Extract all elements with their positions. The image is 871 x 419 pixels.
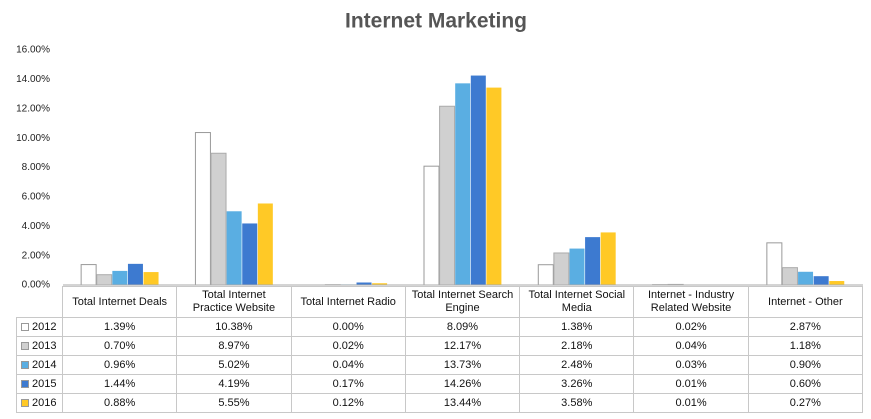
table-cell: 0.04% xyxy=(633,336,749,356)
bar xyxy=(372,283,388,285)
y-tick-label: 6.00% xyxy=(22,192,50,203)
bar xyxy=(439,105,456,286)
table-cell: 1.38% xyxy=(519,317,635,337)
table-cell: 5.55% xyxy=(176,393,292,413)
y-tick-label: 4.00% xyxy=(22,221,50,232)
legend-label: 2013 xyxy=(32,339,57,352)
bar xyxy=(226,211,242,285)
table-cell: 1.18% xyxy=(747,336,863,356)
table-cell: 0.60% xyxy=(747,374,863,394)
table-cell: 0.04% xyxy=(290,355,406,375)
bar xyxy=(798,271,814,285)
y-tick-label: 12.00% xyxy=(16,103,50,114)
legend-label: 2012 xyxy=(32,320,57,333)
table-cell: 8.09% xyxy=(404,317,521,337)
legend-label: 2015 xyxy=(32,377,57,390)
bar xyxy=(766,242,783,286)
bar xyxy=(829,281,845,285)
bar xyxy=(127,263,143,285)
table-cell: 13.44% xyxy=(404,393,521,413)
legend-entry: 2012 xyxy=(16,317,63,337)
table-header: Total Internet Search Engine xyxy=(404,286,521,318)
table-cell: 0.03% xyxy=(633,355,749,375)
bar xyxy=(210,152,227,286)
bar xyxy=(80,264,97,286)
legend-entry: 2015 xyxy=(16,374,63,394)
bar xyxy=(553,252,570,286)
table-cell: 3.26% xyxy=(519,374,635,394)
bar xyxy=(470,75,486,286)
legend-swatch xyxy=(21,342,29,350)
bar xyxy=(455,83,471,285)
table-cell: 14.26% xyxy=(404,374,521,394)
table-cell: 10.38% xyxy=(176,317,292,337)
bar xyxy=(600,232,616,285)
legend-entry: 2014 xyxy=(16,355,63,375)
table-cell: 2.18% xyxy=(519,336,635,356)
table-cell: 0.00% xyxy=(290,317,406,337)
table-cell: 1.44% xyxy=(62,374,178,394)
table-cell: 0.17% xyxy=(290,374,406,394)
table-cell: 0.96% xyxy=(62,355,178,375)
y-tick-label: 16.00% xyxy=(16,45,50,56)
table-cell: 13.73% xyxy=(404,355,521,375)
table-cell: 5.02% xyxy=(176,355,292,375)
legend-swatch xyxy=(21,361,29,369)
legend-swatch xyxy=(21,323,29,331)
legend-swatch xyxy=(21,399,29,407)
table-cell: 0.27% xyxy=(747,393,863,413)
chart-title: Internet Marketing xyxy=(345,10,527,33)
table-header: Total Internet Practice Website xyxy=(176,286,292,318)
bar xyxy=(257,203,273,285)
y-tick-label: 10.00% xyxy=(16,133,50,144)
table-cell: 8.97% xyxy=(176,336,292,356)
bar xyxy=(569,248,585,285)
table-cell: 0.02% xyxy=(633,317,749,337)
table-cell: 0.88% xyxy=(62,393,178,413)
bar xyxy=(356,282,372,285)
table-cell: 4.19% xyxy=(176,374,292,394)
table-header: Internet - Other xyxy=(747,286,863,318)
bar xyxy=(781,267,798,286)
table-cell: 3.58% xyxy=(519,393,635,413)
table-header: Internet - Industry Related Website xyxy=(633,286,749,318)
legend-label: 2016 xyxy=(32,396,57,409)
bar xyxy=(143,272,159,285)
bar xyxy=(194,132,211,286)
bar xyxy=(423,165,440,286)
table-cell: 0.90% xyxy=(747,355,863,375)
y-tick-label: 8.00% xyxy=(22,162,50,173)
bar xyxy=(112,270,128,285)
table-cell: 12.17% xyxy=(404,336,521,356)
table-header: Total Internet Radio xyxy=(290,286,406,318)
bar xyxy=(242,223,258,285)
table-cell: 0.70% xyxy=(62,336,178,356)
legend-label: 2014 xyxy=(32,358,57,371)
table-cell: 0.02% xyxy=(290,336,406,356)
table-header: Total Internet Deals xyxy=(62,286,178,318)
table-cell: 2.87% xyxy=(747,317,863,337)
y-tick-label: 2.00% xyxy=(22,250,50,261)
table-header: Total Internet Social Media xyxy=(519,286,635,318)
bar xyxy=(537,264,554,286)
legend-entry: 2016 xyxy=(16,393,63,413)
table-cell: 1.39% xyxy=(62,317,178,337)
bar xyxy=(96,274,113,286)
legend-entry: 2013 xyxy=(16,336,63,356)
legend-swatch xyxy=(21,380,29,388)
table-cell: 0.01% xyxy=(633,374,749,394)
y-tick-label: 14.00% xyxy=(16,74,50,85)
table-cell: 2.48% xyxy=(519,355,635,375)
table-cell: 0.01% xyxy=(633,393,749,413)
bar xyxy=(486,87,502,285)
bar xyxy=(813,276,829,285)
bar xyxy=(585,237,601,285)
y-tick-label: 0.00% xyxy=(22,280,50,291)
table-cell: 0.12% xyxy=(290,393,406,413)
